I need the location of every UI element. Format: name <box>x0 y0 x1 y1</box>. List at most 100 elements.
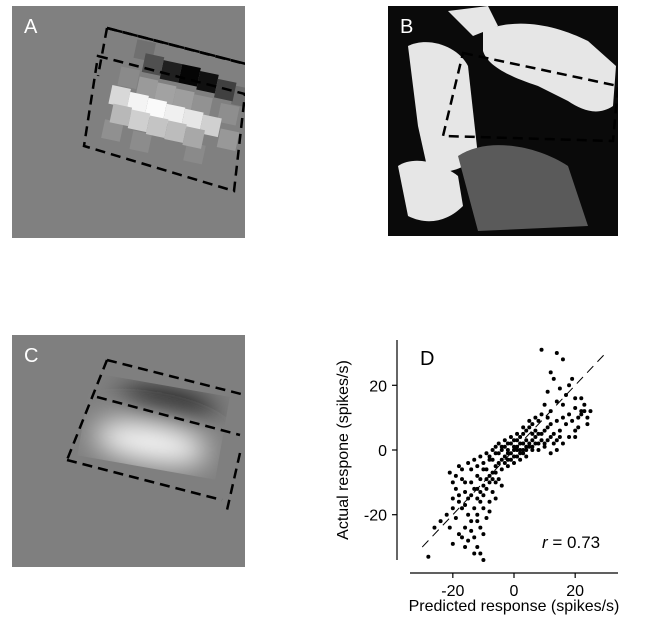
data-point <box>512 438 516 443</box>
data-point <box>567 412 572 417</box>
data-point <box>496 441 501 446</box>
data-point <box>487 457 492 462</box>
data-point <box>542 441 547 446</box>
data-point <box>475 473 480 478</box>
data-point <box>533 441 538 446</box>
data-point <box>478 499 483 504</box>
data-point <box>460 477 464 482</box>
data-point <box>450 506 455 511</box>
data-point <box>493 480 498 485</box>
data-point <box>505 457 510 462</box>
panel-a-pixel <box>216 128 240 152</box>
panel-c-image <box>12 335 246 567</box>
data-point <box>466 460 471 465</box>
data-point <box>463 480 468 485</box>
panel-a-box <box>82 54 247 193</box>
data-point <box>560 415 565 420</box>
panel-b-light-shape-head <box>483 23 616 112</box>
data-point <box>487 480 492 485</box>
data-point <box>582 409 587 414</box>
data-point <box>530 431 535 436</box>
panel-a-pixel <box>199 114 222 138</box>
data-point <box>545 415 550 420</box>
data-point <box>478 454 483 459</box>
data-point <box>527 441 532 446</box>
data-point <box>576 425 581 430</box>
panel-a-pixel <box>141 53 165 76</box>
data-point <box>533 435 538 440</box>
data-point <box>490 457 495 462</box>
data-point <box>527 418 532 423</box>
data-point <box>515 431 520 436</box>
panel-b-light-shape-left <box>408 42 478 173</box>
data-point <box>557 435 562 440</box>
panel-a-image <box>12 6 255 238</box>
panel-b-image <box>388 6 620 236</box>
panel-a-pixel <box>135 76 159 100</box>
y-tick-label: 20 <box>369 378 387 395</box>
data-point <box>499 444 504 449</box>
panel-d-letter: D <box>420 348 434 370</box>
data-point <box>533 415 538 420</box>
data-point <box>542 444 547 449</box>
data-point <box>469 493 474 498</box>
data-point <box>493 444 498 449</box>
data-point <box>548 370 553 375</box>
data-point <box>463 503 468 507</box>
data-point <box>472 486 477 491</box>
data-point <box>450 541 455 546</box>
data-point <box>496 451 501 456</box>
data-point <box>521 431 526 436</box>
data-point <box>524 428 529 433</box>
data-point <box>460 535 464 540</box>
panel-a-letter: A <box>24 16 38 38</box>
data-point <box>567 383 572 388</box>
data-point <box>582 402 587 407</box>
data-point <box>548 422 553 427</box>
data-point <box>472 535 477 540</box>
data-point <box>481 558 486 562</box>
y-axis-label: Actual respone (spikes/s) <box>335 360 352 540</box>
data-point <box>567 435 572 440</box>
data-point <box>469 519 474 524</box>
data-point <box>536 441 541 446</box>
data-point <box>466 512 471 517</box>
data-point <box>438 519 443 524</box>
y-tick-label: -20 <box>364 508 387 525</box>
data-point <box>469 467 474 472</box>
panel-a-pixel <box>196 70 219 94</box>
data-point <box>469 480 474 485</box>
data-point <box>450 496 455 501</box>
data-point <box>472 551 477 556</box>
data-point <box>493 470 498 475</box>
data-point <box>518 435 523 440</box>
data-point <box>521 448 526 452</box>
data-point <box>573 435 578 440</box>
data-point <box>508 435 513 440</box>
data-point <box>475 519 480 524</box>
data-point <box>545 438 550 443</box>
data-point <box>481 483 486 488</box>
data-point <box>481 493 486 498</box>
data-point <box>554 438 559 443</box>
panel-c-dark-lobe <box>119 391 215 424</box>
data-point <box>518 451 523 456</box>
x-tick-label: 0 <box>510 583 519 600</box>
data-point <box>560 402 565 407</box>
data-point <box>551 441 556 446</box>
data-point <box>499 483 504 488</box>
data-point <box>475 512 480 517</box>
panel-c-box-left <box>65 359 109 461</box>
data-point <box>560 357 565 362</box>
data-point <box>475 496 480 501</box>
panel-a-box-line-top <box>106 26 246 66</box>
panel-a-pixel <box>129 130 152 153</box>
panel-c-box-top <box>106 358 246 397</box>
data-point <box>548 451 553 456</box>
data-point <box>463 525 468 530</box>
data-point <box>512 454 516 459</box>
data-point <box>484 451 489 456</box>
data-point <box>475 486 480 491</box>
data-point <box>475 464 480 469</box>
data-point <box>508 457 513 462</box>
